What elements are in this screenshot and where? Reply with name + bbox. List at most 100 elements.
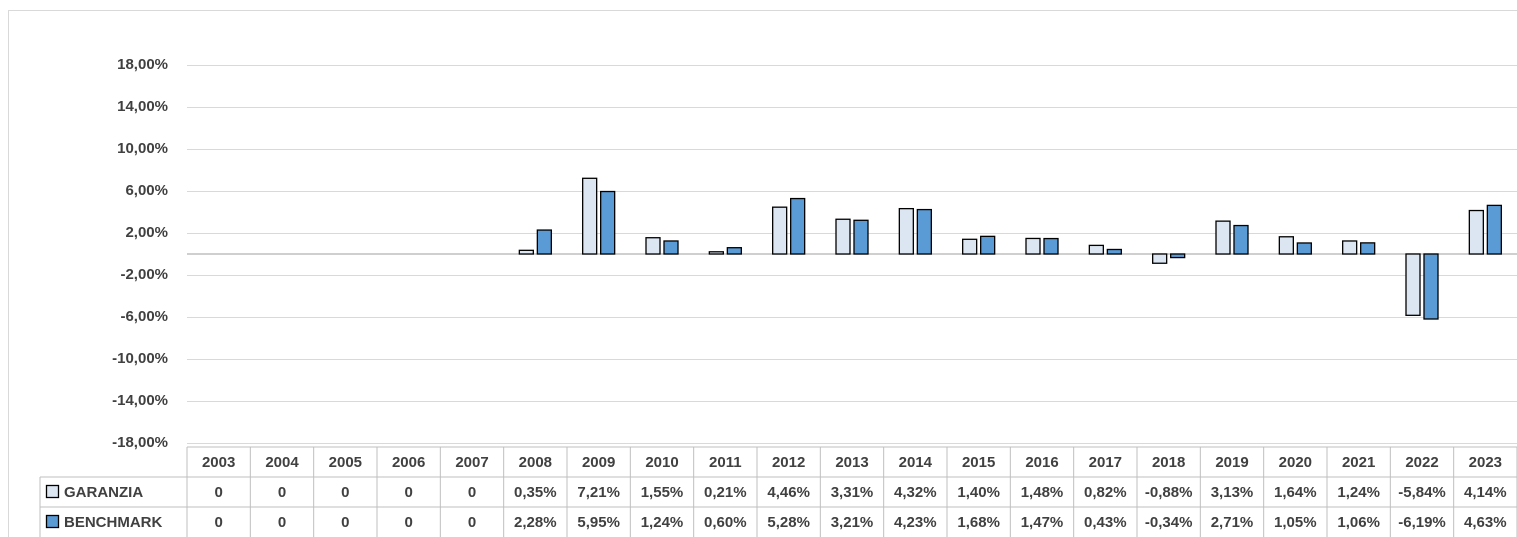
data-table-value: 4,32% [894, 484, 937, 501]
bar [790, 197, 806, 255]
data-table-value: 0 [341, 514, 349, 531]
bar [835, 218, 851, 255]
x-tick-label: 2015 [962, 454, 995, 471]
data-table-value: 0,82% [1084, 484, 1127, 501]
chart-border [8, 10, 1517, 537]
bar [1342, 240, 1358, 255]
x-tick-label: 2018 [1152, 454, 1185, 471]
bar [536, 229, 552, 255]
data-table-value: 0 [468, 514, 476, 531]
data-table-value: 0,60% [704, 514, 747, 531]
data-table-value: 1,05% [1274, 514, 1317, 531]
data-table-value: 0 [404, 484, 412, 501]
x-tick-label: 2009 [582, 454, 615, 471]
bar [1405, 253, 1421, 316]
data-table-value: 5,95% [577, 514, 620, 531]
x-tick-label: 2020 [1279, 454, 1312, 471]
bar [916, 208, 932, 255]
data-table-value: 3,21% [831, 514, 874, 531]
data-table-value: 1,06% [1337, 514, 1380, 531]
data-table-value: 1,48% [1021, 484, 1064, 501]
data-table-value: 3,13% [1211, 484, 1254, 501]
x-tick-label: 2017 [1089, 454, 1122, 471]
bar [1296, 242, 1312, 255]
bar [1423, 253, 1439, 320]
bar [853, 219, 869, 255]
y-tick-label: 2,00% [125, 224, 168, 241]
y-tick-label: -14,00% [112, 392, 168, 409]
bar [1215, 220, 1231, 255]
x-tick-label: 2023 [1469, 454, 1502, 471]
x-tick-label: 2014 [899, 454, 933, 471]
data-table-value: 1,55% [641, 484, 684, 501]
bar [1170, 253, 1186, 259]
bar [600, 190, 616, 255]
bar [663, 240, 679, 255]
data-table-value: 1,64% [1274, 484, 1317, 501]
y-tick-label: -6,00% [120, 308, 168, 325]
bar [1043, 237, 1059, 255]
data-table-value: 0 [278, 484, 286, 501]
y-tick-label: -10,00% [112, 350, 168, 367]
data-table-value: 2,28% [514, 514, 557, 531]
bar [708, 251, 724, 255]
bar [898, 207, 914, 255]
x-tick-label: 2004 [265, 454, 299, 471]
y-tick-label: 18,00% [117, 56, 168, 73]
y-tick-label: 14,00% [117, 98, 168, 115]
legend-key [45, 514, 60, 529]
legend-label: GARANZIA [64, 484, 143, 501]
data-table-value: -0,34% [1145, 514, 1193, 531]
data-table-value: 0 [404, 514, 412, 531]
data-table-value: 1,68% [957, 514, 1000, 531]
bar [645, 237, 661, 255]
bar [980, 235, 996, 255]
x-tick-label: 2010 [645, 454, 678, 471]
data-table-value: 0,43% [1084, 514, 1127, 531]
data-table-value: 1,47% [1021, 514, 1064, 531]
legend-key [45, 484, 60, 499]
x-tick-label: 2016 [1025, 454, 1058, 471]
data-table-value: 7,21% [577, 484, 620, 501]
bar [1025, 237, 1041, 255]
data-table-value: 2,71% [1211, 514, 1254, 531]
x-tick-label: 2005 [329, 454, 362, 471]
legend-label: BENCHMARK [64, 514, 162, 531]
y-tick-label: -18,00% [112, 434, 168, 451]
data-table-value: 1,40% [957, 484, 1000, 501]
data-table-value: 1,24% [1337, 484, 1380, 501]
x-tick-label: 2006 [392, 454, 425, 471]
bar [772, 206, 788, 255]
data-table-value: -6,19% [1398, 514, 1446, 531]
data-table-value: 0,21% [704, 484, 747, 501]
data-table-value: 4,63% [1464, 514, 1507, 531]
x-tick-label: 2019 [1215, 454, 1248, 471]
bar [1088, 244, 1104, 255]
data-table-value: 4,46% [767, 484, 810, 501]
data-table-value: 3,31% [831, 484, 874, 501]
x-tick-label: 2021 [1342, 454, 1375, 471]
bar [1233, 224, 1249, 255]
data-table-value: 0 [341, 484, 349, 501]
data-table-value: 0 [214, 514, 222, 531]
data-table-value: -0,88% [1145, 484, 1193, 501]
x-tick-label: 2013 [835, 454, 868, 471]
x-tick-label: 2022 [1405, 454, 1438, 471]
x-tick-label: 2003 [202, 454, 235, 471]
x-tick-label: 2008 [519, 454, 552, 471]
bar [1468, 209, 1484, 255]
data-table-value: 0 [278, 514, 286, 531]
y-tick-label: 10,00% [117, 140, 168, 157]
x-tick-label: 2007 [455, 454, 488, 471]
x-tick-label: 2011 [709, 454, 742, 471]
data-table-value: 0 [214, 484, 222, 501]
bar [1486, 204, 1502, 255]
data-table-value: 4,23% [894, 514, 937, 531]
bar [518, 249, 534, 255]
data-table-value: 4,14% [1464, 484, 1507, 501]
data-table-value: -5,84% [1398, 484, 1446, 501]
bar [962, 238, 978, 255]
bar [1278, 236, 1294, 255]
x-tick-label: 2012 [772, 454, 805, 471]
